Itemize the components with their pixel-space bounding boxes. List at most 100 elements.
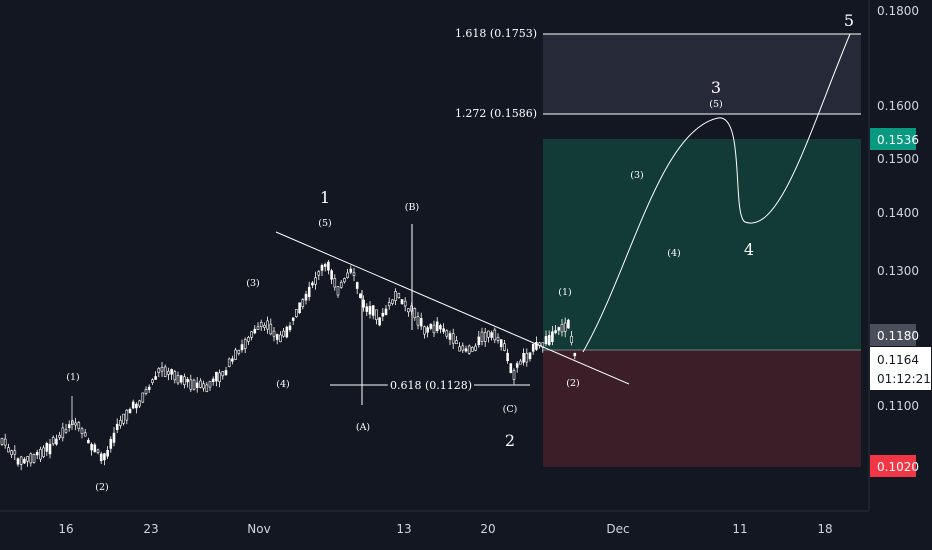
candle-body bbox=[336, 286, 340, 296]
candle-body bbox=[483, 332, 487, 342]
candle-body bbox=[384, 308, 388, 316]
target-price-text: 0.1536 bbox=[877, 133, 919, 147]
candle-body bbox=[179, 375, 183, 383]
candle-body bbox=[138, 400, 141, 407]
candle-body bbox=[528, 352, 532, 360]
y-tick-label: 0.1800 bbox=[877, 4, 919, 18]
candle-body bbox=[170, 369, 173, 375]
w2-suba-label: (A) bbox=[356, 422, 370, 433]
candle-body bbox=[135, 403, 138, 409]
candle-body bbox=[455, 340, 458, 345]
candle-body bbox=[288, 325, 292, 331]
candle-body bbox=[186, 378, 189, 383]
candle-body bbox=[215, 371, 218, 382]
candle-body bbox=[48, 443, 52, 455]
candle-body bbox=[487, 330, 490, 338]
candle-body bbox=[416, 316, 420, 326]
candle-body bbox=[320, 265, 324, 271]
candle-body bbox=[515, 363, 519, 368]
candle-body bbox=[205, 384, 209, 392]
candle-body bbox=[330, 270, 333, 280]
candle-body bbox=[352, 272, 356, 276]
entry-price-text: 0.1180 bbox=[877, 329, 919, 343]
candle-body bbox=[448, 333, 452, 340]
price-axis[interactable]: 0.1800 0.1600 0.1500 0.1400 0.1300 0.110… bbox=[870, 4, 931, 477]
w1-sub4-label: (4) bbox=[276, 379, 289, 390]
candle-body bbox=[544, 336, 548, 345]
candle-body bbox=[355, 282, 359, 289]
candle-body bbox=[461, 345, 465, 351]
candle-body bbox=[519, 360, 522, 365]
x-tick-label: Nov bbox=[247, 522, 270, 536]
wave-3-label: 3 bbox=[711, 78, 721, 97]
w1-sub2-label: (2) bbox=[95, 482, 108, 493]
candle-body bbox=[413, 308, 417, 319]
time-axis[interactable]: 16 23 Nov 13 20 Dec 11 18 bbox=[58, 522, 832, 536]
candle-body bbox=[147, 386, 151, 390]
candle-body bbox=[189, 379, 193, 390]
candle-body bbox=[397, 293, 401, 299]
candle-body bbox=[349, 268, 353, 273]
candle-body bbox=[531, 343, 535, 352]
candle-body bbox=[256, 326, 260, 330]
w3-sub4-label: (4) bbox=[667, 248, 680, 259]
candle-body bbox=[442, 328, 445, 332]
x-tick-label: 16 bbox=[58, 522, 73, 536]
candle-body bbox=[346, 272, 349, 279]
candle-body bbox=[272, 330, 276, 337]
candle-body bbox=[35, 451, 39, 456]
candle-body bbox=[573, 352, 577, 357]
candle-body bbox=[307, 286, 311, 298]
y-tick-label: 0.1500 bbox=[877, 152, 919, 166]
candle-body bbox=[26, 456, 29, 462]
candle-body bbox=[387, 302, 391, 307]
candle-body bbox=[570, 336, 573, 343]
candle-body bbox=[285, 326, 289, 338]
candle-body bbox=[211, 378, 215, 383]
candle-body bbox=[426, 327, 429, 333]
countdown-text: 01:12:21 bbox=[877, 372, 931, 386]
candle-body bbox=[362, 299, 365, 308]
candle-body bbox=[131, 401, 135, 409]
candle-body bbox=[547, 335, 551, 345]
x-tick-label: 18 bbox=[817, 522, 832, 536]
candle-body bbox=[381, 312, 385, 317]
candle-body bbox=[93, 444, 97, 453]
candle-body bbox=[250, 331, 253, 338]
wave-2-label: 2 bbox=[505, 431, 515, 450]
candle-body bbox=[253, 328, 257, 334]
candle-body bbox=[295, 309, 298, 317]
candle-body bbox=[535, 342, 538, 350]
candle-body bbox=[432, 324, 436, 334]
candle-body bbox=[55, 438, 58, 445]
candle-body bbox=[23, 458, 26, 464]
candle-body bbox=[439, 325, 442, 330]
candle-body bbox=[195, 382, 199, 389]
candle-body bbox=[83, 432, 87, 437]
candle-body bbox=[103, 453, 106, 461]
candle-body bbox=[282, 330, 285, 337]
candle-body bbox=[371, 305, 375, 316]
candle-body bbox=[365, 306, 369, 312]
candle-body bbox=[10, 450, 13, 455]
x-tick-label: Dec bbox=[606, 522, 629, 536]
x-tick-label: 23 bbox=[143, 522, 158, 536]
candle-body bbox=[141, 392, 145, 403]
candle-body bbox=[368, 306, 372, 315]
w2-subc-label: (C) bbox=[503, 404, 518, 415]
x-tick-label: 13 bbox=[396, 522, 411, 536]
candle-body bbox=[525, 352, 529, 363]
candle-body bbox=[435, 321, 439, 332]
candle-body bbox=[7, 447, 10, 453]
candle-body bbox=[279, 334, 282, 342]
candle-body bbox=[266, 320, 269, 330]
candle-body bbox=[160, 367, 164, 372]
candle-body bbox=[301, 299, 305, 307]
candle-body bbox=[522, 353, 525, 363]
candle-body bbox=[451, 333, 455, 344]
candle-body bbox=[32, 454, 36, 463]
candle-body bbox=[119, 420, 122, 426]
candle-body bbox=[109, 439, 113, 449]
candle-body bbox=[208, 380, 212, 388]
